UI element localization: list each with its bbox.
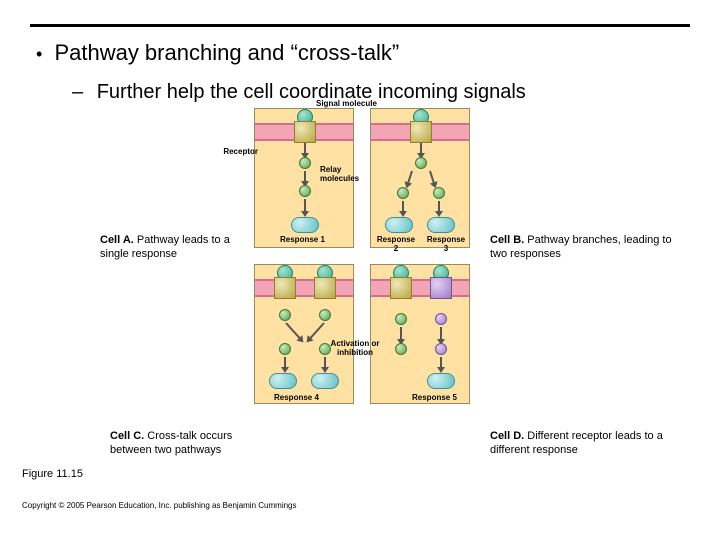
diagram-block: Signal molecule Receptor Relay molecules… — [254, 108, 472, 408]
copyright-line: Copyright © 2005 Pearson Education, Inc.… — [22, 501, 297, 510]
figure-number: Figure 11.15 — [22, 468, 83, 480]
arrow — [304, 143, 306, 155]
receptor — [274, 277, 296, 299]
relay-node — [279, 343, 291, 355]
caption-b-bold: Cell B. — [490, 234, 524, 246]
label-receptor: Receptor — [218, 148, 258, 157]
panel-cell-c — [254, 264, 354, 404]
relay-node — [395, 313, 407, 325]
title-rule — [30, 24, 690, 27]
arrow — [284, 357, 286, 369]
label-signal: Signal molecule — [316, 100, 377, 109]
response-node — [311, 373, 339, 389]
panel-cell-b — [370, 108, 470, 248]
caption-cell-d: Cell D. Different receptor leads to a di… — [490, 430, 690, 458]
caption-d-bold: Cell D. — [490, 430, 524, 442]
relay-node — [415, 157, 427, 169]
arrow — [304, 199, 306, 213]
label-response-1: Response 1 — [280, 236, 325, 245]
main-bullet: • Pathway branching and “cross-talk” — [36, 40, 399, 66]
panel-cell-d — [370, 264, 470, 404]
caption-cell-a: Cell A. Pathway leads to a single respon… — [100, 234, 250, 262]
relay-node — [279, 309, 291, 321]
label-activation: Activation or inhibition — [326, 340, 384, 358]
arrow — [402, 201, 404, 213]
sub-bullet-text: Further help the cell coordinate incomin… — [97, 81, 526, 103]
label-relay: Relay molecules — [320, 166, 366, 184]
dash-icon: – — [72, 81, 83, 103]
caption-c-bold: Cell C. — [110, 430, 144, 442]
relay-node — [433, 187, 445, 199]
relay-node-alt — [435, 343, 447, 355]
bullet-icon: • — [36, 44, 42, 64]
relay-node-alt — [435, 313, 447, 325]
response-node — [385, 217, 413, 233]
receptor — [294, 121, 316, 143]
arrow — [438, 201, 440, 213]
response-node — [427, 373, 455, 389]
caption-cell-c: Cell C. Cross-talk occurs between two pa… — [110, 430, 260, 458]
label-signal-text: Signal molecule — [316, 99, 377, 108]
response-node — [291, 217, 319, 233]
relay-node — [319, 309, 331, 321]
arrow — [285, 322, 301, 340]
response-node — [269, 373, 297, 389]
arrow — [304, 171, 306, 183]
relay-node — [299, 157, 311, 169]
receptor — [410, 121, 432, 143]
arrow — [440, 327, 442, 341]
label-response-3: Response 3 — [424, 236, 468, 254]
arrow — [309, 322, 325, 340]
arrow — [420, 143, 422, 155]
arrow — [324, 357, 326, 369]
label-response-4: Response 4 — [274, 394, 319, 403]
membrane — [370, 279, 470, 297]
response-node — [427, 217, 455, 233]
relay-node — [395, 343, 407, 355]
receptor — [314, 277, 336, 299]
arrow — [407, 171, 413, 185]
receptor-alt — [430, 277, 452, 299]
arrow — [400, 327, 402, 341]
relay-node — [397, 187, 409, 199]
caption-cell-b: Cell B. Pathway branches, leading to two… — [490, 234, 680, 262]
label-response-5: Response 5 — [412, 394, 457, 403]
label-response-2: Response 2 — [374, 236, 418, 254]
main-bullet-text: Pathway branching and “cross-talk” — [54, 40, 399, 65]
receptor — [390, 277, 412, 299]
caption-a-bold: Cell A. — [100, 234, 134, 246]
arrow — [440, 357, 442, 369]
membrane — [254, 279, 354, 297]
arrow — [429, 171, 435, 185]
relay-node — [299, 185, 311, 197]
